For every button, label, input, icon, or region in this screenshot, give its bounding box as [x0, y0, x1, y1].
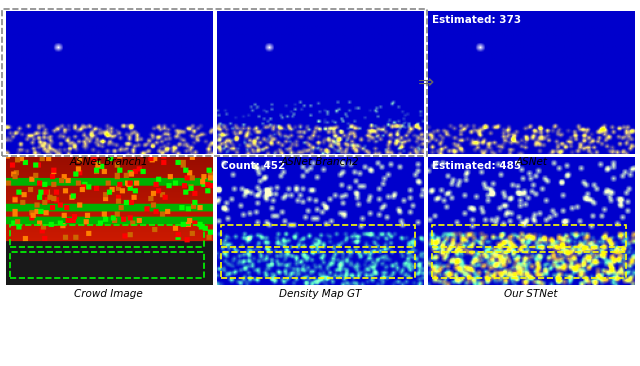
- Text: ⇒: ⇒: [417, 73, 434, 92]
- Text: ASNet Branch2: ASNet Branch2: [281, 157, 359, 167]
- Bar: [10, 252, 204, 278]
- Text: ASNet: ASNet: [515, 157, 547, 167]
- Bar: [221, 225, 415, 247]
- Bar: [432, 225, 626, 247]
- Text: Crowd Image: Crowd Image: [74, 289, 143, 299]
- Text: Density Map GT: Density Map GT: [279, 289, 361, 299]
- Text: Our STNet: Our STNet: [504, 289, 558, 299]
- Text: ASNet Branch1: ASNet Branch1: [70, 157, 148, 167]
- Bar: [10, 225, 204, 247]
- Bar: [221, 252, 415, 278]
- Text: Count: 452: Count: 452: [221, 161, 285, 171]
- Bar: [432, 252, 626, 278]
- Text: Estimated: 373: Estimated: 373: [432, 15, 522, 25]
- Text: Estimated: 485: Estimated: 485: [432, 161, 522, 171]
